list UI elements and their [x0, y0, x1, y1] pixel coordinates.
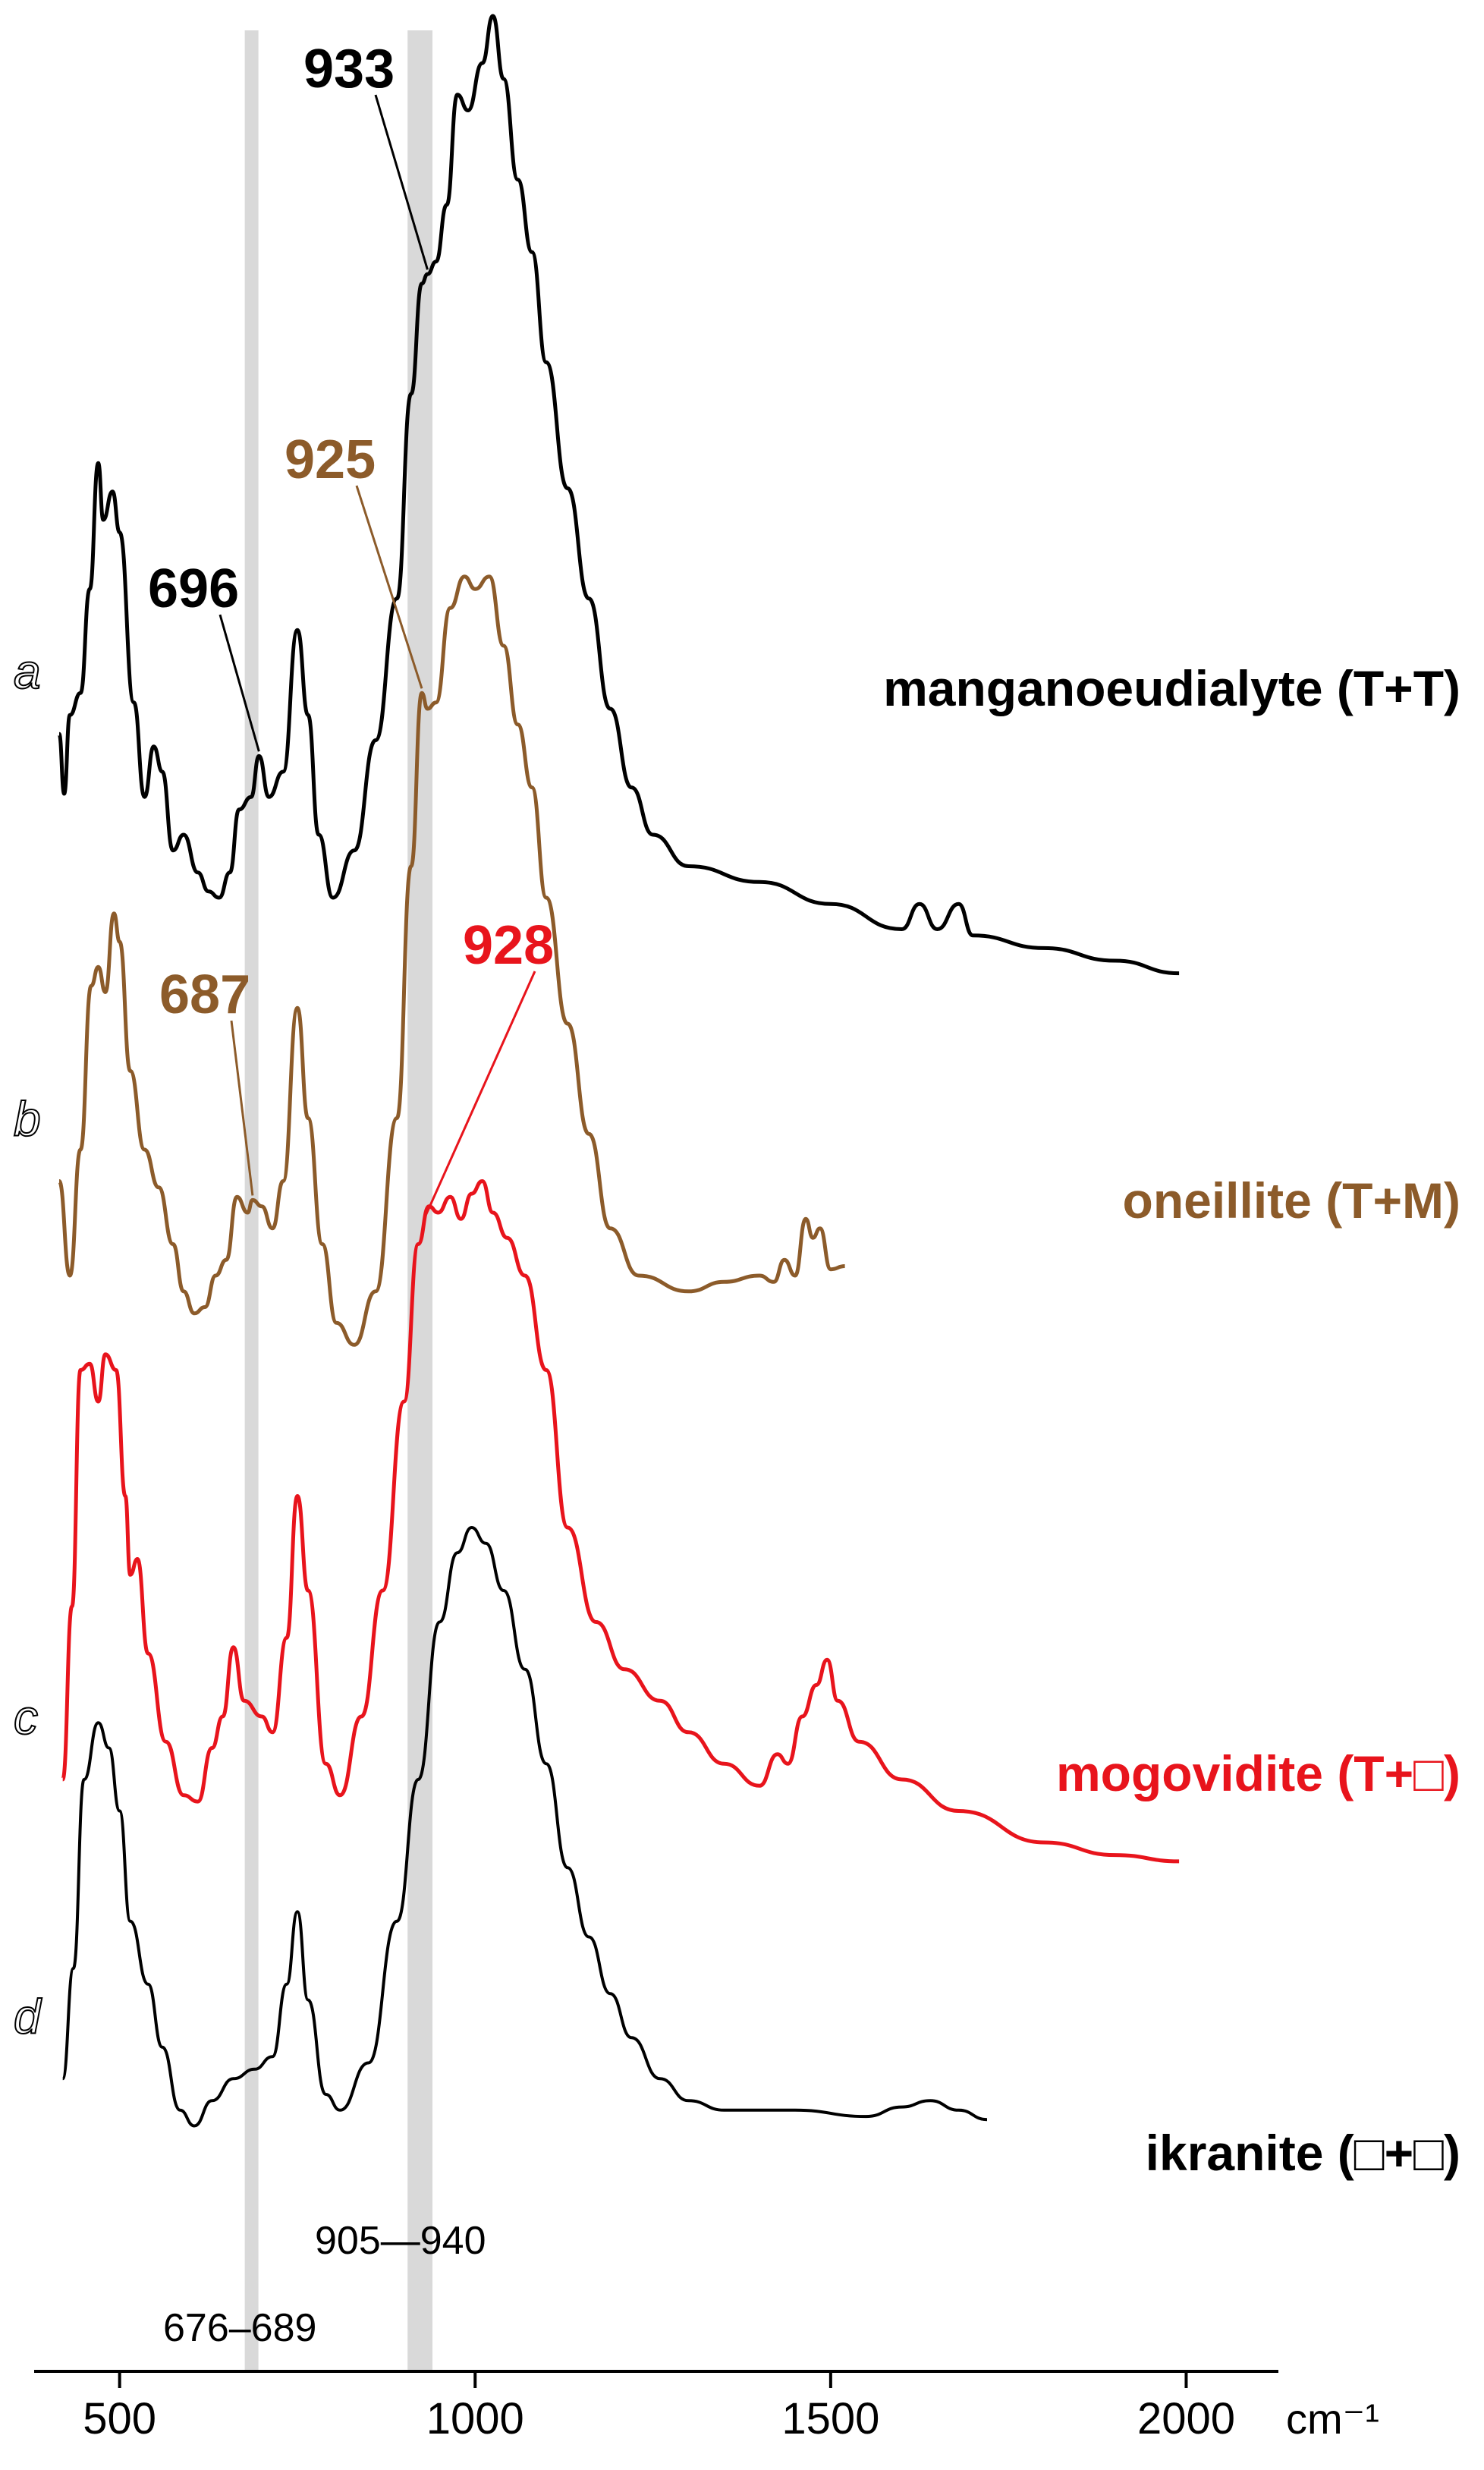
- x-tick-label-3: 2000: [1137, 2394, 1235, 2443]
- x-tick-label-1: 1000: [426, 2394, 524, 2443]
- band-1: [407, 30, 433, 2371]
- annotation-leader-4: [423, 971, 536, 1220]
- series-letter-c: c: [14, 1690, 38, 1745]
- annotation-label-3: 687: [159, 964, 250, 1025]
- x-tick-label-0: 500: [83, 2394, 156, 2443]
- series-name-c: mogovidite (T+□): [1056, 1745, 1460, 1801]
- series-line-c: [61, 1179, 1180, 1864]
- series-name-b: oneillite (T+M): [1123, 1172, 1461, 1229]
- spectra-series: a manganoeudialyte (T+T) b oneillite (T+M) c…: [13, 14, 1461, 2181]
- highlight-bands: 676–689 905—940: [163, 30, 486, 2371]
- x-axis: cm⁻¹ 500 1000 1500 2000: [34, 2370, 1379, 2443]
- band-label-1: 905—940: [315, 2219, 486, 2263]
- x-tick-label-2: 1500: [781, 2394, 879, 2443]
- annotation-leader-3: [230, 1020, 254, 1196]
- annotation-label-1: 696: [148, 559, 239, 619]
- band-label-0: 676–689: [163, 2306, 316, 2350]
- series-name-d: ikranite (□+□): [1146, 2125, 1460, 2181]
- series-line-b: [57, 574, 845, 1347]
- annotation-label-4: 928: [463, 915, 554, 976]
- series-name-a: manganoeudialyte (T+T): [883, 660, 1460, 716]
- series-letter-d: d: [14, 1989, 42, 2044]
- annotation-leader-1: [219, 614, 260, 752]
- annotation-label-0: 933: [303, 39, 395, 99]
- series-letter-b: b: [14, 1092, 41, 1147]
- x-axis-label: cm⁻¹: [1286, 2395, 1379, 2443]
- annotation-label-2: 925: [285, 429, 376, 490]
- annotation-leader-2: [355, 485, 423, 689]
- series-line-a: [57, 14, 1180, 976]
- peak-annotations: 933 696 925 687 928: [148, 39, 554, 1220]
- annotation-leader-0: [374, 94, 429, 270]
- series-letter-a: a: [14, 644, 41, 699]
- series-line-d: [61, 1526, 988, 2128]
